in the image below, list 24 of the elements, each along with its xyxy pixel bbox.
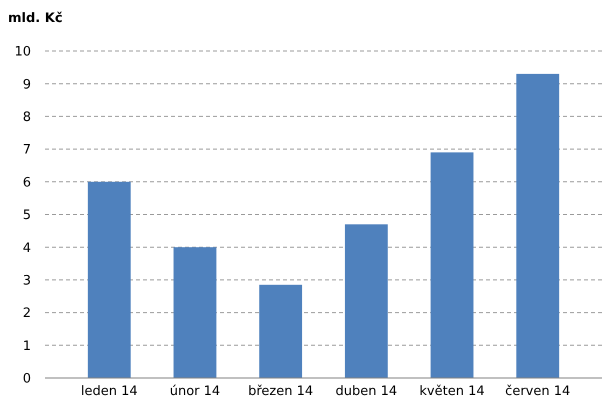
y-tick-label: 5 bbox=[22, 208, 31, 224]
y-tick-label: 1 bbox=[22, 338, 31, 354]
x-tick-label: duben 14 bbox=[336, 384, 398, 399]
bar bbox=[259, 284, 302, 378]
y-tick-label: 9 bbox=[22, 77, 31, 92]
y-tick-label: 6 bbox=[22, 175, 31, 190]
y-tick-label: 7 bbox=[22, 142, 31, 158]
bar bbox=[174, 247, 216, 378]
y-tick-label: 3 bbox=[22, 273, 31, 288]
y-tick-label: 0 bbox=[22, 372, 31, 387]
bar bbox=[430, 152, 474, 378]
y-tick-label: 10 bbox=[14, 44, 31, 60]
x-tick-label: květen 14 bbox=[419, 384, 485, 399]
y-tick-label: 8 bbox=[22, 110, 31, 125]
y-axis-title: mld. Kč bbox=[8, 11, 63, 26]
bar bbox=[516, 74, 560, 378]
y-tick-label: 2 bbox=[22, 306, 31, 322]
x-tick-label: červen 14 bbox=[505, 384, 570, 399]
bar bbox=[344, 224, 388, 378]
bar bbox=[88, 182, 131, 378]
y-tick-label: 4 bbox=[22, 240, 31, 256]
x-tick-label: leden 14 bbox=[80, 384, 138, 399]
x-tick-label: březen 14 bbox=[248, 384, 314, 399]
x-tick-label: únor 14 bbox=[170, 384, 220, 399]
